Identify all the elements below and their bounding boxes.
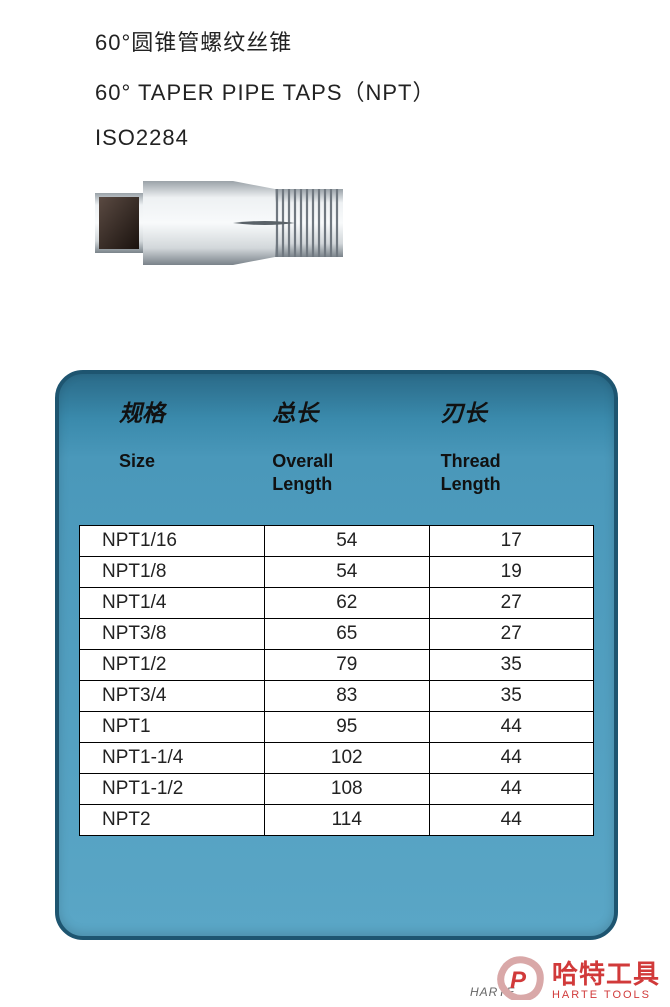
cell-thread: 27 [429, 618, 594, 649]
title-english: 60° TAPER PIPE TAPS（NPT） [95, 75, 670, 107]
cell-thread: 44 [429, 773, 594, 804]
cell-overall: 65 [265, 618, 429, 649]
cell-thread: 19 [429, 556, 594, 587]
cell-overall: 102 [265, 742, 429, 773]
cell-overall: 83 [265, 680, 429, 711]
svg-text:P: P [510, 967, 527, 994]
table-row: NPT1-1/210844 [80, 773, 594, 804]
title-chinese: 60°圆锥管螺纹丝锥 [95, 25, 670, 57]
cell-size: NPT1-1/4 [80, 742, 265, 773]
cell-size: NPT3/8 [80, 618, 265, 649]
cell-overall: 62 [265, 587, 429, 618]
col-header-overall-en: OverallLength [272, 450, 420, 497]
table-row: NPT3/86527 [80, 618, 594, 649]
table-row: NPT1/85419 [80, 556, 594, 587]
iso-standard: ISO2284 [95, 125, 670, 151]
cell-overall: 79 [265, 649, 429, 680]
product-image [95, 171, 670, 281]
table-row: NPT211444 [80, 804, 594, 835]
cell-thread: 44 [429, 711, 594, 742]
logo-mark-icon: P [496, 956, 544, 1005]
col-header-overall: 总长 OverallLength [262, 394, 420, 497]
table-row: NPT1-1/410244 [80, 742, 594, 773]
col-header-size: 规格 Size [89, 394, 262, 497]
header-block: 60°圆锥管螺纹丝锥 60° TAPER PIPE TAPS（NPT） ISO2… [0, 0, 670, 151]
cell-overall: 114 [265, 804, 429, 835]
cell-overall: 95 [265, 711, 429, 742]
brand-name-cn: 哈特工具 [552, 960, 660, 989]
table-row: NPT3/48335 [80, 680, 594, 711]
table-row: NPT19544 [80, 711, 594, 742]
cell-size: NPT3/4 [80, 680, 265, 711]
brand-logo: P 哈特工具 HARTE TOOLS [496, 956, 660, 1005]
col-header-size-cn: 规格 [119, 394, 262, 428]
cell-size: NPT2 [80, 804, 265, 835]
spec-data-table: NPT1/165417NPT1/85419NPT1/46227NPT3/8652… [79, 525, 594, 836]
cell-overall: 54 [265, 556, 429, 587]
cell-size: NPT1/16 [80, 525, 265, 556]
col-header-size-en: Size [119, 450, 262, 473]
cell-thread: 44 [429, 804, 594, 835]
cell-size: NPT1/8 [80, 556, 265, 587]
cell-size: NPT1 [80, 711, 265, 742]
table-row: NPT1/27935 [80, 649, 594, 680]
cell-thread: 35 [429, 649, 594, 680]
brand-name-en: HARTE TOOLS [552, 989, 660, 1001]
col-header-thread: 刃长 ThreadLength [421, 394, 584, 497]
cell-thread: 17 [429, 525, 594, 556]
table-row: NPT1/46227 [80, 587, 594, 618]
cell-size: NPT1/2 [80, 649, 265, 680]
spec-table-card: 规格 Size 总长 OverallLength 刃长 ThreadLength… [55, 370, 618, 940]
cell-size: NPT1/4 [80, 587, 265, 618]
cell-size: NPT1-1/2 [80, 773, 265, 804]
logo-text-block: 哈特工具 HARTE TOOLS [552, 960, 660, 1001]
col-header-thread-en: ThreadLength [441, 450, 584, 497]
table-header-row: 规格 Size 总长 OverallLength 刃长 ThreadLength [59, 374, 614, 507]
col-header-overall-cn: 总长 [272, 394, 420, 428]
cell-overall: 108 [265, 773, 429, 804]
table-row: NPT1/165417 [80, 525, 594, 556]
cell-thread: 27 [429, 587, 594, 618]
cell-thread: 35 [429, 680, 594, 711]
col-header-thread-cn: 刃长 [441, 394, 584, 428]
cell-thread: 44 [429, 742, 594, 773]
cell-overall: 54 [265, 525, 429, 556]
